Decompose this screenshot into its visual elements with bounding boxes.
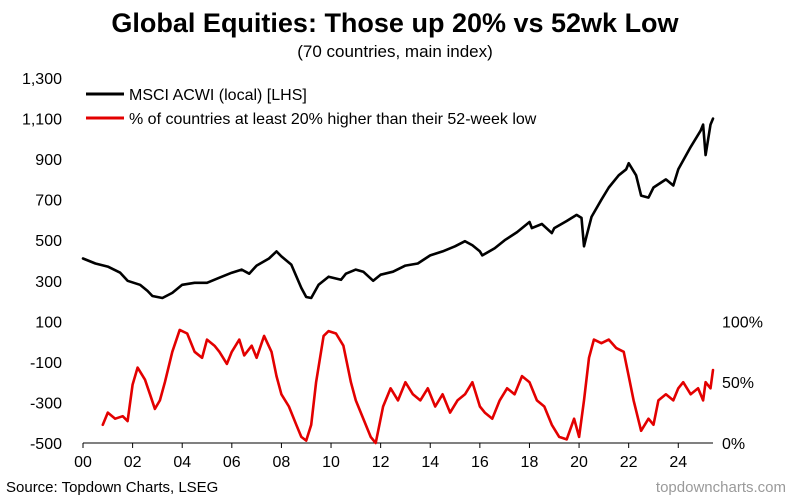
watermark: topdowncharts.com	[656, 479, 786, 496]
x-tick-label: 08	[273, 454, 291, 471]
x-tick-label: 04	[173, 454, 191, 471]
legend: MSCI ACWI (local) [LHS] % of countries a…	[86, 87, 537, 128]
x-tick-label: 18	[521, 454, 539, 471]
legend-label-msci: MSCI ACWI (local) [LHS]	[129, 87, 307, 104]
x-tick-label: 20	[570, 454, 588, 471]
chart-title: Global Equities: Those up 20% vs 52wk Lo…	[111, 8, 679, 38]
y-axis-left: -500 -300 -100 100 300 500 700 900 1,100 1,300	[22, 71, 62, 453]
x-tick-label: 24	[669, 454, 687, 471]
y-left-tick-label: 500	[35, 233, 62, 250]
source-note: Source: Topdown Charts, LSEG	[6, 479, 218, 496]
x-tick-label: 12	[372, 454, 390, 471]
y-left-tick-label: 1,100	[22, 112, 62, 129]
y-axis-right: 0% 50% 100%	[722, 314, 763, 453]
x-tick-label: 00	[74, 454, 92, 471]
chart-subtitle: (70 countries, main index)	[297, 42, 493, 61]
x-tick-label: 10	[322, 454, 340, 471]
x-tick-label: 06	[223, 454, 241, 471]
y-left-tick-label: -500	[30, 436, 62, 453]
y-left-tick-label: 900	[35, 152, 62, 169]
series-line-msci-acwi	[81, 117, 715, 300]
y-left-tick-label: -100	[30, 355, 62, 372]
x-tick-label: 02	[124, 454, 142, 471]
x-tick-label: 14	[421, 454, 439, 471]
y-right-tick-label: 50%	[722, 375, 754, 392]
plot-area	[81, 117, 715, 445]
y-left-tick-label: 1,300	[22, 71, 62, 88]
legend-label-pct-countries: % of countries at least 20% higher than …	[129, 111, 537, 128]
series-line-pct-countries	[101, 328, 715, 445]
y-right-tick-label: 0%	[722, 436, 745, 453]
y-right-tick-label: 100%	[722, 314, 763, 331]
x-axis: 00 02 04 06 08 10 12 14 16 18 20 22 24	[74, 443, 687, 471]
y-left-tick-label: -300	[30, 395, 62, 412]
y-left-tick-label: 700	[35, 193, 62, 210]
y-left-tick-label: 300	[35, 274, 62, 291]
x-tick-label: 22	[620, 454, 638, 471]
x-tick-label: 16	[471, 454, 489, 471]
y-left-tick-label: 100	[35, 314, 62, 331]
